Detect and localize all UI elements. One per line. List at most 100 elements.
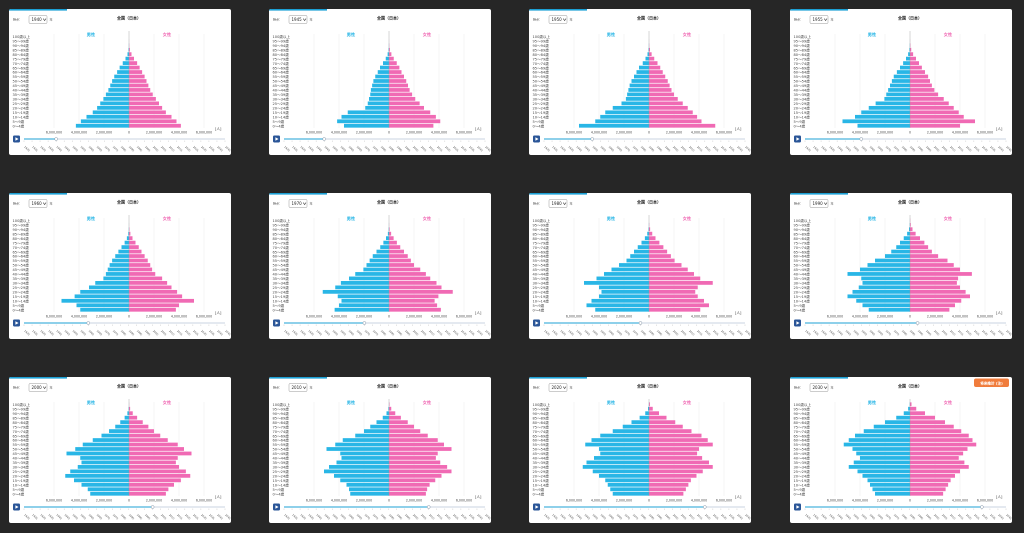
male-bar-1960-4[interactable] [126,236,129,241]
female-bar-1990-6[interactable] [910,245,929,249]
male-bar-1940-6[interactable] [122,61,129,65]
female-bar-1950-15[interactable] [649,101,683,106]
male-bar-1990-8[interactable] [885,254,910,258]
male-bar-1970-20[interactable] [334,307,389,312]
female-bar-1945-3[interactable] [389,47,390,52]
female-bar-1955-18[interactable] [910,114,964,119]
male-bar-2010-11[interactable] [340,451,389,456]
male-bar-2000-8[interactable] [92,438,129,442]
male-bar-1990-13[interactable] [861,276,910,281]
male-bar-2000-9[interactable] [82,442,129,447]
male-bar-1955-16[interactable] [868,105,910,110]
female-bar-1970-14[interactable] [389,281,437,285]
play-icon[interactable] [275,137,279,141]
male-bar-1955-20[interactable] [857,123,911,128]
male-bar-2010-10[interactable] [326,447,390,451]
female-bar-1980-2[interactable] [649,227,651,232]
male-bar-1960-18[interactable] [61,298,130,303]
female-bar-2020-8[interactable] [649,438,708,442]
male-bar-2030-13[interactable] [853,460,910,465]
female-bar-1990-14[interactable] [910,281,957,285]
timeline-thumb[interactable] [980,505,984,509]
female-bar-2010-16[interactable] [389,473,442,478]
female-bar-2010-12[interactable] [389,456,436,460]
year-select[interactable] [548,15,568,24]
female-bar-1950-17[interactable] [649,110,693,115]
male-bar-2030-19[interactable] [872,487,911,492]
year-select-value[interactable]: 2000 [32,385,43,390]
male-bar-1955-14[interactable] [884,97,910,101]
female-bar-2030-7[interactable] [910,433,969,438]
male-bar-1980-4[interactable] [644,236,649,241]
female-bar-1970-20[interactable] [389,307,441,312]
male-bar-1945-10[interactable] [373,79,389,83]
male-bar-2020-1[interactable] [648,406,649,411]
male-bar-1960-3[interactable] [128,231,129,236]
female-bar-2010-19[interactable] [389,487,428,492]
female-bar-1970-15[interactable] [389,285,442,290]
male-bar-2000-16[interactable] [65,473,129,478]
female-bar-2030-19[interactable] [910,487,946,492]
year-select-value[interactable]: 1980 [552,201,563,206]
male-bar-1940-20[interactable] [75,123,129,128]
female-bar-2000-20[interactable] [129,491,166,496]
male-bar-1950-10[interactable] [631,79,650,83]
male-bar-1940-10[interactable] [112,79,129,83]
female-bar-2020-2[interactable] [649,411,659,416]
female-bar-1990-12[interactable] [910,272,972,276]
male-bar-2000-20[interactable] [90,491,129,496]
male-bar-2030-4[interactable] [885,420,910,425]
male-bar-1945-13[interactable] [370,92,389,97]
female-bar-2020-15[interactable] [649,469,703,474]
male-bar-1970-11[interactable] [363,267,389,272]
female-bar-1945-7[interactable] [389,65,400,70]
timeline-thumb[interactable] [362,321,367,325]
female-bar-1940-6[interactable] [129,61,138,65]
male-bar-2010-4[interactable] [376,420,390,425]
male-bar-1940-16[interactable] [97,105,129,110]
male-bar-1940-17[interactable] [92,110,129,115]
female-bar-1955-10[interactable] [910,79,930,83]
female-bar-2030-5[interactable] [910,424,954,429]
male-bar-1960-7[interactable] [118,249,129,254]
male-bar-1970-12[interactable] [355,272,389,276]
year-select[interactable] [809,15,829,24]
male-bar-1945-16[interactable] [365,105,389,110]
male-bar-1960-19[interactable] [76,303,130,308]
female-bar-2000-2[interactable] [129,411,133,416]
year-select-value[interactable]: 2010 [292,385,303,390]
female-bar-1945-5[interactable] [389,56,394,61]
female-bar-1980-8[interactable] [649,254,671,258]
female-bar-1940-7[interactable] [129,65,140,70]
male-bar-1940-18[interactable] [86,114,130,119]
timeline-thumb[interactable] [703,505,707,509]
male-bar-2030-10[interactable] [852,447,911,451]
male-bar-1990-9[interactable] [875,258,910,263]
male-bar-1940-13[interactable] [105,92,129,97]
male-bar-2020-18[interactable] [607,482,649,487]
year-select[interactable] [28,15,48,24]
male-bar-1980-10[interactable] [619,263,649,267]
male-bar-2000-2[interactable] [127,411,129,416]
female-bar-2010-15[interactable] [389,469,452,474]
timeline-thumb[interactable] [86,321,91,325]
chevron-down-icon[interactable] [42,386,47,390]
female-bar-1970-5[interactable] [389,240,397,245]
year-select-value[interactable]: 1960 [32,201,43,206]
male-bar-1955-13[interactable] [886,92,910,97]
female-bar-1990-13[interactable] [910,276,959,281]
male-bar-1990-10[interactable] [867,263,911,267]
male-bar-1960-10[interactable] [109,263,129,267]
male-bar-1940-12[interactable] [108,88,129,92]
male-bar-1945-4[interactable] [387,52,389,57]
female-bar-2010-1[interactable] [389,406,392,411]
female-bar-2020-10[interactable] [649,447,699,451]
male-bar-2010-19[interactable] [349,487,389,492]
female-bar-1955-3[interactable] [910,47,912,52]
male-bar-1950-11[interactable] [629,83,649,88]
male-bar-1955-12[interactable] [888,88,910,92]
female-bar-1960-7[interactable] [129,249,142,254]
female-bar-2020-17[interactable] [649,478,691,483]
chevron-down-icon[interactable] [42,18,47,22]
female-bar-1940-19[interactable] [129,119,177,124]
